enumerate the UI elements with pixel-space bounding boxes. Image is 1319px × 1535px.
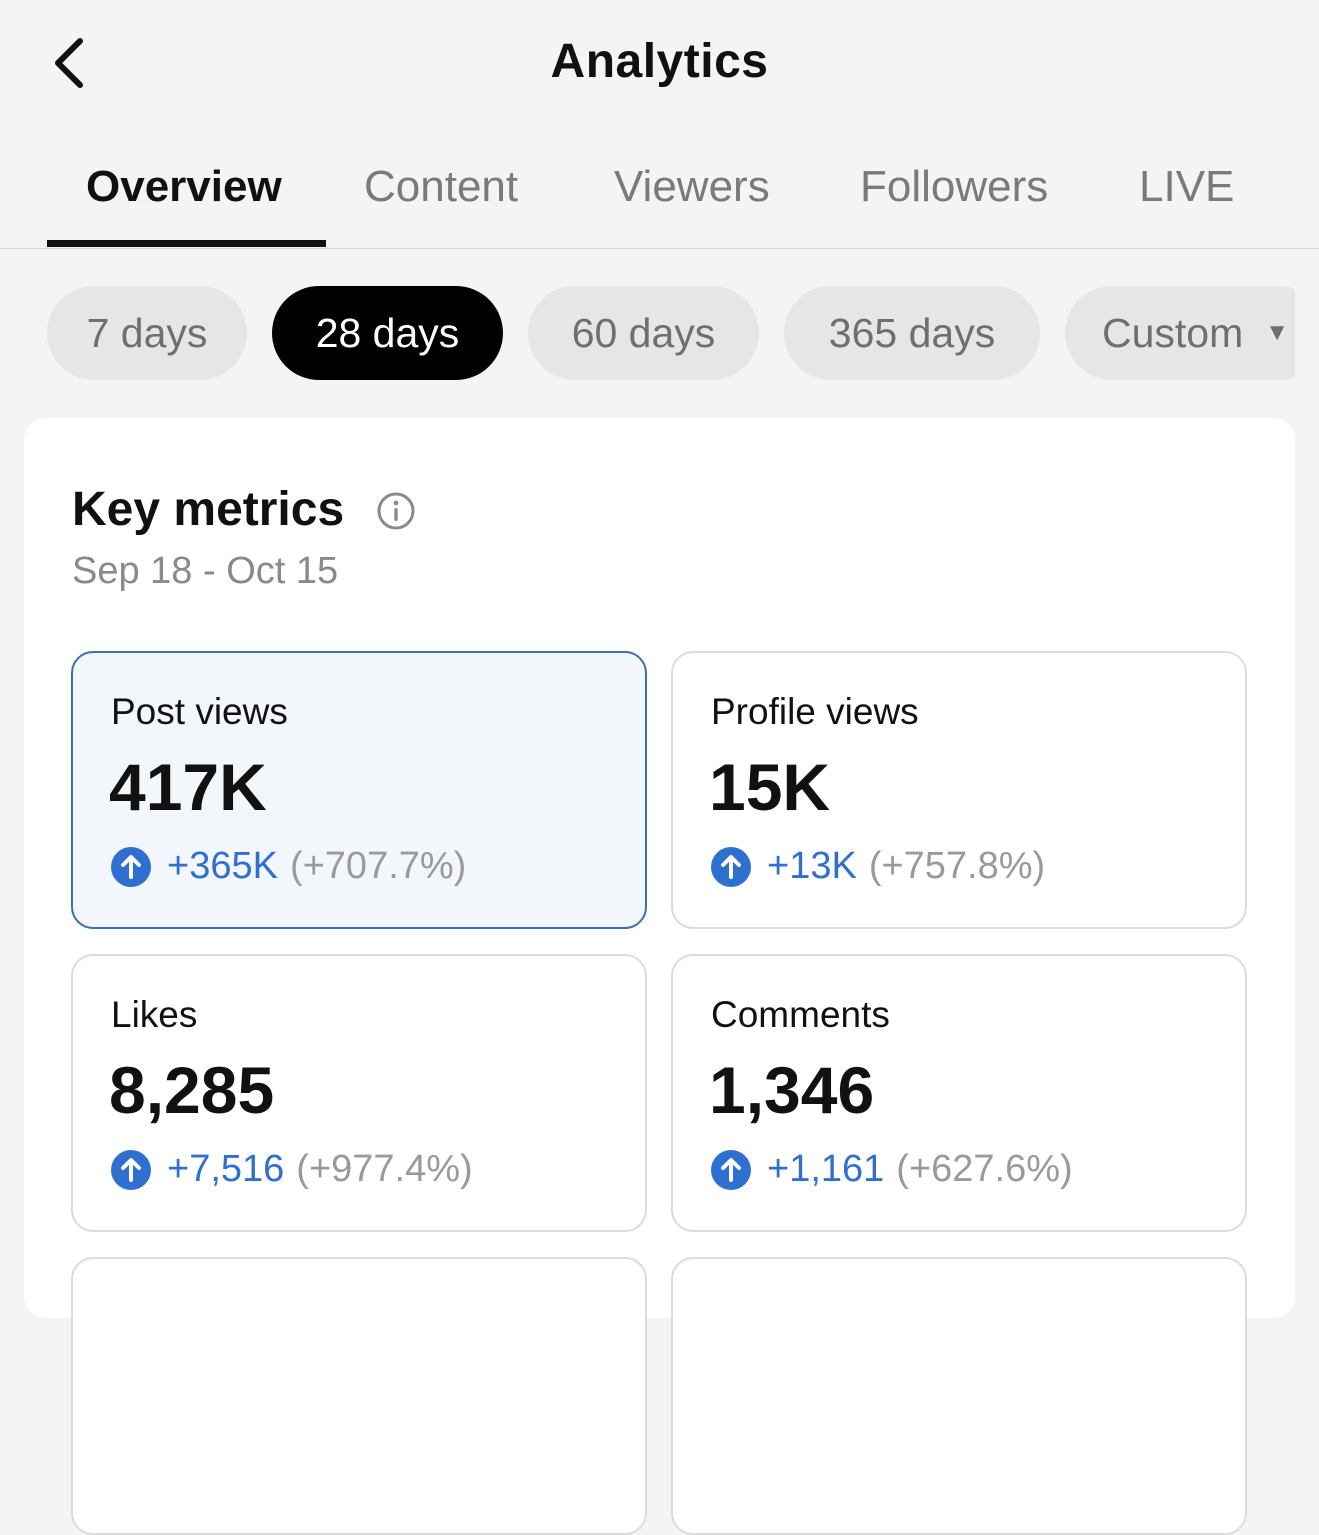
metric-delta: +7,516 <box>167 1148 285 1190</box>
metric-value: 8,285 <box>109 1053 275 1127</box>
caret-down-icon: ▼ <box>1265 319 1290 346</box>
range-chip-28-days[interactable]: 28 days <box>272 286 503 380</box>
metric-percent: (+757.8%) <box>868 845 1046 887</box>
key-metrics-card: Key metrics Sep 18 - Oct 15 Post views 4… <box>24 418 1295 1535</box>
app-header: Analytics <box>0 0 1319 125</box>
range-chip-label: 365 days <box>828 309 996 356</box>
arrow-up-circle-icon <box>711 1149 751 1190</box>
metric-change: +365K (+707.7%) <box>111 845 466 888</box>
metric-change: +13K (+757.8%) <box>711 845 1045 888</box>
tab-live[interactable]: LIVE <box>1139 162 1235 211</box>
metric-card-profile-views[interactable]: Profile views 15K +13K (+757.8%) <box>671 651 1247 929</box>
metric-label: Profile views <box>711 691 919 732</box>
metric-label: Likes <box>111 994 198 1035</box>
tab-followers[interactable]: Followers <box>860 162 1049 211</box>
arrow-up-circle-icon <box>111 846 151 887</box>
date-range-text: Sep 18 - Oct 15 <box>72 550 339 592</box>
metric-card-partial[interactable] <box>671 1257 1247 1535</box>
metric-value: 15K <box>709 750 831 824</box>
metric-card-post-views[interactable]: Post views 417K +365K (+707.7%) <box>71 651 647 929</box>
range-chip-label: 28 days <box>315 309 460 356</box>
range-chip-label: Custom <box>1102 309 1244 356</box>
metric-delta: +1,161 <box>767 1148 885 1190</box>
range-chip-7-days[interactable]: 7 days <box>47 286 247 380</box>
metric-percent: (+977.4%) <box>296 1148 473 1190</box>
metric-label: Comments <box>711 994 890 1035</box>
tab-overview[interactable]: Overview <box>86 162 282 211</box>
metric-card-likes[interactable]: Likes 8,285 +7,516 (+977.4%) <box>71 954 647 1232</box>
metric-delta: +13K <box>767 845 857 887</box>
metric-label: Post views <box>111 691 288 732</box>
metric-change: +7,516 (+977.4%) <box>111 1148 473 1191</box>
metric-percent: (+627.6%) <box>896 1148 1073 1190</box>
tab-bar: Overview Content Viewers Followers LIVE <box>0 140 1319 249</box>
key-metrics-title: Key metrics <box>72 483 345 536</box>
page-title: Analytics <box>550 35 769 88</box>
tab-content[interactable]: Content <box>364 162 519 211</box>
date-range-selector: 7 days 28 days 60 days 365 days Custom ▼ <box>0 286 1295 382</box>
metric-card-comments[interactable]: Comments 1,346 +1,161 (+627.6%) <box>671 954 1247 1232</box>
info-icon[interactable] <box>376 491 416 531</box>
chevron-left-icon <box>55 38 83 88</box>
metric-value: 1,346 <box>709 1053 875 1127</box>
metric-value: 417K <box>109 750 267 824</box>
range-chip-60-days[interactable]: 60 days <box>528 286 759 380</box>
metric-delta: +365K <box>167 845 278 887</box>
range-chip-label: 60 days <box>571 309 716 356</box>
tab-viewers[interactable]: Viewers <box>614 162 770 211</box>
metric-percent: (+707.7%) <box>289 845 467 887</box>
range-chip-365-days[interactable]: 365 days <box>784 286 1040 380</box>
range-chip-custom[interactable]: Custom ▼ <box>1065 286 1295 380</box>
range-chip-label: 7 days <box>86 309 208 356</box>
metric-card-partial[interactable] <box>71 1257 647 1535</box>
metric-change: +1,161 (+627.6%) <box>711 1148 1073 1191</box>
active-tab-indicator <box>47 240 326 247</box>
arrow-up-circle-icon <box>111 1149 151 1190</box>
back-button[interactable] <box>38 28 98 98</box>
arrow-up-circle-icon <box>711 846 751 887</box>
